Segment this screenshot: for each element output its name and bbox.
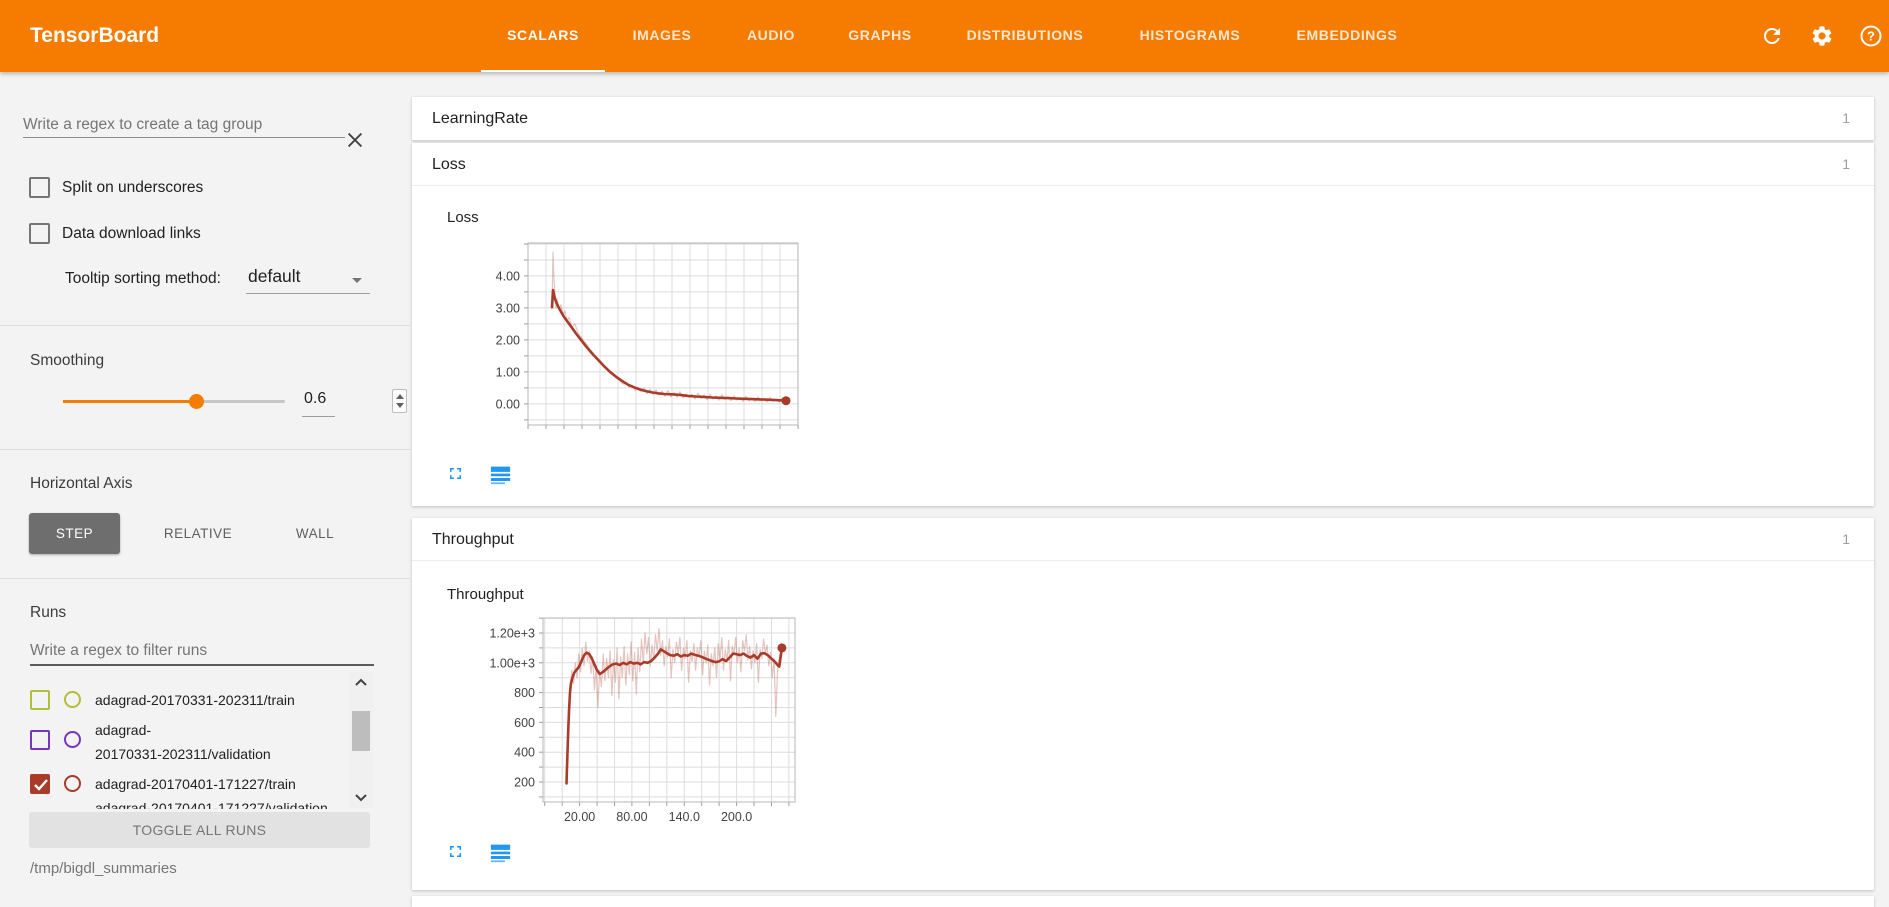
tooltip-sorting-label: Tooltip sorting method: — [65, 270, 221, 287]
section-header-loss[interactable]: Loss 1 — [412, 143, 1874, 186]
scroll-down-icon[interactable] — [349, 786, 373, 808]
chart-actions — [446, 842, 511, 863]
svg-text:0.00: 0.00 — [496, 397, 520, 411]
svg-text:1.00: 1.00 — [496, 365, 520, 379]
tab-distributions[interactable]: DISTRIBUTIONS — [966, 27, 1084, 43]
section-card-learningrate: LearningRate 1 — [412, 97, 1874, 140]
horizontal-axis-label: Horizontal Axis — [30, 475, 133, 492]
section-title: Throughput — [432, 531, 514, 548]
run-label: adagrad-20170331-202311/train — [95, 692, 295, 708]
sidebar: Split on underscores Data download links… — [0, 72, 410, 907]
data-download-label: Data download links — [62, 225, 201, 242]
smoothing-value-underline — [302, 416, 335, 417]
divider — [0, 449, 410, 450]
smoothing-slider-fill — [63, 400, 197, 403]
expand-chart-icon[interactable] — [446, 842, 466, 862]
axis-step-button[interactable]: STEP — [29, 513, 120, 554]
svg-text:200: 200 — [514, 776, 535, 790]
section-card-throughput: Throughput 1 Throughput 200 400 600 800 1.00… — [412, 518, 1874, 890]
section-count-badge: 1 — [1842, 156, 1850, 172]
app-header: TensorBoard SCALARS IMAGES AUDIO GRAPHS … — [0, 0, 1889, 72]
section-header-learningrate[interactable]: LearningRate 1 — [412, 97, 1874, 140]
svg-text:200.0: 200.0 — [721, 810, 752, 824]
scroll-up-icon[interactable] — [349, 672, 373, 694]
run-selector-lines-icon[interactable] — [490, 464, 511, 485]
run-color-circle[interactable] — [64, 731, 81, 748]
chart-title-loss: Loss — [447, 209, 479, 226]
stepper-down-icon[interactable] — [396, 403, 404, 408]
split-underscores-label: Split on underscores — [62, 179, 204, 196]
section-title: LearningRate — [432, 110, 529, 127]
run-checkbox[interactable] — [30, 774, 50, 794]
scrollbar-thumb[interactable] — [352, 711, 370, 751]
log-directory-path: /tmp/bigdl_summaries — [30, 860, 177, 877]
section-header-throughput[interactable]: Throughput 1 — [412, 518, 1874, 561]
section-card-loss: Loss 1 Loss 0.00 1.00 2.00 3.00 4.00 — [412, 143, 1874, 506]
run-label: adagrad- 20170331-202311/validation — [95, 722, 271, 762]
chart-title-throughput: Throughput — [447, 586, 524, 603]
svg-text:3.00: 3.00 — [496, 301, 520, 315]
stepper-up-icon[interactable] — [396, 394, 404, 399]
smoothing-label: Smoothing — [30, 352, 105, 369]
svg-text:1.00e+3: 1.00e+3 — [489, 656, 535, 670]
settings-gear-icon[interactable] — [1810, 24, 1834, 48]
tab-graphs[interactable]: GRAPHS — [848, 27, 912, 43]
throughput-chart[interactable]: 200 400 600 800 1.00e+3 1.20e+3 20.00 80.00 140.… — [478, 612, 808, 827]
chart-actions — [446, 464, 511, 485]
runs-regex-input[interactable] — [30, 638, 374, 666]
section-title: Loss — [432, 156, 466, 173]
close-icon[interactable] — [344, 129, 366, 151]
run-color-circle[interactable] — [64, 691, 81, 708]
section-card-next-partial — [412, 896, 1874, 907]
help-icon[interactable]: ? — [1859, 24, 1883, 48]
toggle-all-runs-button[interactable]: TOGGLE ALL RUNS — [29, 812, 370, 848]
tab-histograms[interactable]: HISTOGRAMS — [1139, 27, 1241, 43]
smoothing-slider-thumb[interactable] — [188, 394, 204, 409]
run-checkbox[interactable] — [30, 690, 50, 710]
svg-text:600: 600 — [514, 716, 535, 730]
svg-text:?: ? — [1867, 29, 1875, 44]
expand-chart-icon[interactable] — [446, 464, 466, 484]
tooltip-sorting-select[interactable]: default — [248, 266, 301, 286]
axis-relative-button[interactable]: RELATIVE — [163, 526, 233, 541]
divider — [0, 578, 410, 579]
tab-images[interactable]: IMAGES — [632, 27, 692, 43]
tab-scalars[interactable]: SCALARS — [481, 0, 605, 72]
chevron-down-icon[interactable] — [352, 278, 362, 283]
svg-text:20.00: 20.00 — [564, 810, 595, 824]
refresh-icon[interactable] — [1760, 24, 1784, 48]
run-label: adagrad-20170401-171227/train — [95, 776, 296, 792]
tooltip-sorting-underline — [246, 293, 370, 294]
section-count-badge: 1 — [1842, 110, 1850, 126]
data-download-checkbox[interactable] — [29, 223, 50, 244]
svg-text:800: 800 — [514, 686, 535, 700]
run-selector-lines-icon[interactable] — [490, 842, 511, 863]
run-row-clipped[interactable]: adagrad-20170401-171227/validation — [95, 800, 328, 809]
main-content: LearningRate 1 Loss 1 Loss 0.00 1.00 2.00 3… — [412, 72, 1874, 907]
run-checkbox[interactable] — [30, 730, 50, 750]
svg-text:4.00: 4.00 — [496, 269, 520, 283]
svg-text:80.00: 80.00 — [616, 810, 647, 824]
svg-text:1.20e+3: 1.20e+3 — [489, 627, 535, 641]
divider — [0, 325, 410, 326]
tab-embeddings[interactable]: EMBEDDINGS — [1296, 27, 1398, 43]
smoothing-value[interactable]: 0.6 — [304, 390, 327, 407]
axis-wall-button[interactable]: WALL — [295, 526, 335, 541]
section-count-badge: 1 — [1842, 531, 1850, 547]
smoothing-stepper[interactable] — [392, 389, 407, 413]
svg-text:2.00: 2.00 — [496, 333, 520, 347]
svg-text:140.0: 140.0 — [669, 810, 700, 824]
tab-audio[interactable]: AUDIO — [746, 27, 796, 43]
tag-regex-input[interactable] — [23, 112, 345, 138]
run-color-circle[interactable] — [64, 775, 81, 792]
smoothing-slider[interactable] — [63, 400, 285, 403]
runs-label: Runs — [30, 604, 67, 621]
runs-scrollbar[interactable] — [349, 672, 373, 808]
svg-text:400: 400 — [514, 746, 535, 760]
app-title: TensorBoard — [30, 24, 160, 47]
split-underscores-checkbox[interactable] — [29, 177, 50, 198]
loss-chart[interactable]: 0.00 1.00 2.00 3.00 4.00 — [478, 238, 808, 438]
